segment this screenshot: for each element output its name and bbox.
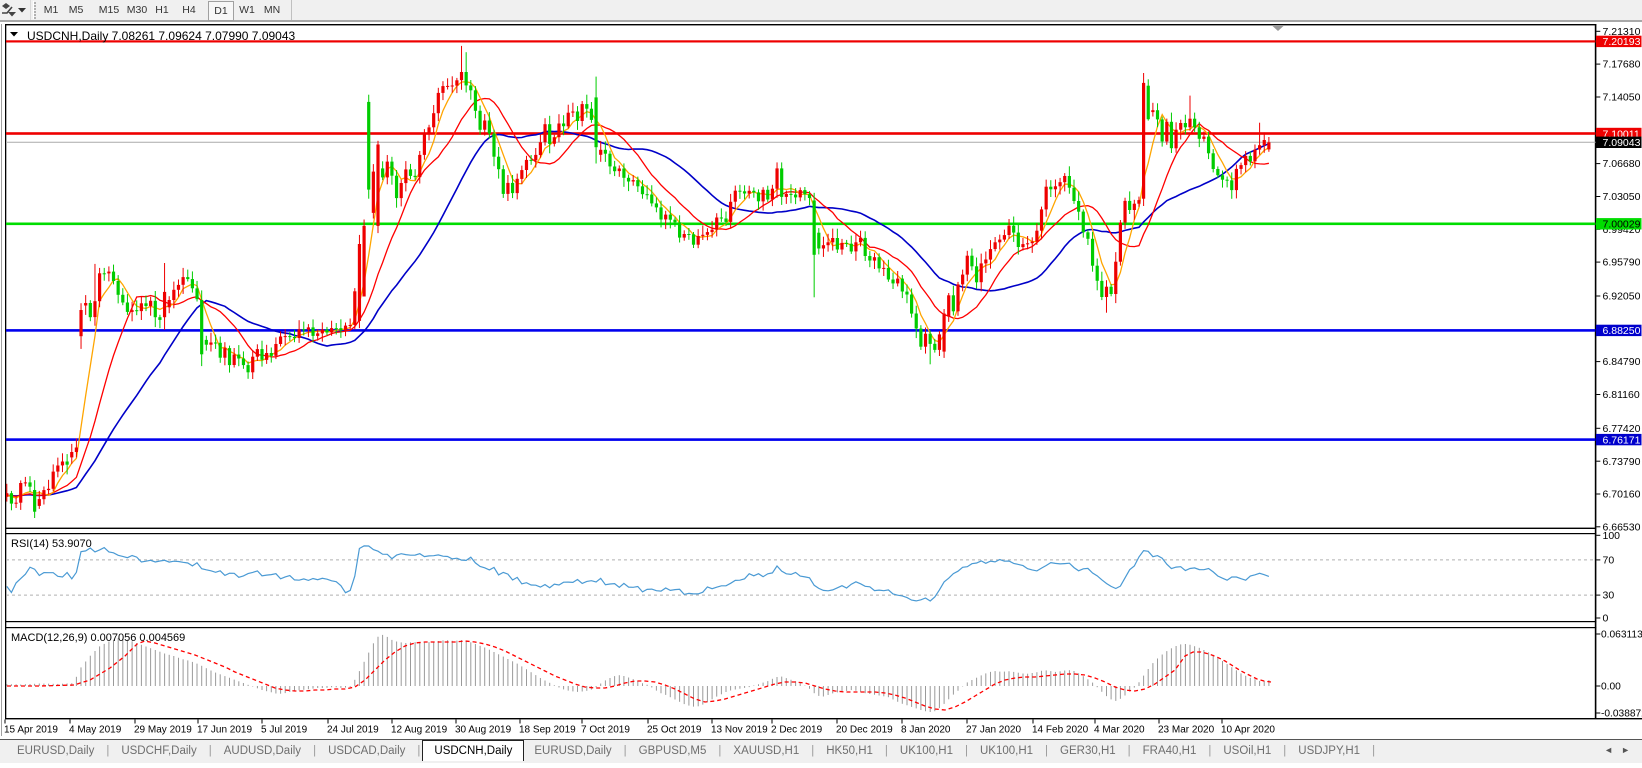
svg-text:7.00029: 7.00029 [1603, 219, 1641, 231]
svg-text:MACD(12,26,9) 0.007056 0.00456: MACD(12,26,9) 0.007056 0.004569 [11, 632, 185, 644]
svg-text:5 Jul 2019: 5 Jul 2019 [261, 725, 308, 736]
svg-text:25 Oct 2019: 25 Oct 2019 [647, 725, 702, 736]
svg-text:7.03050: 7.03050 [1603, 191, 1641, 203]
svg-text:-0.038872: -0.038872 [1601, 709, 1642, 720]
svg-text:27 Jan 2020: 27 Jan 2020 [966, 725, 1021, 736]
svg-text:17 Jun 2019: 17 Jun 2019 [197, 725, 252, 736]
svg-text:6.70160: 6.70160 [1603, 489, 1641, 501]
svg-text:2 Dec 2019: 2 Dec 2019 [771, 725, 823, 736]
svg-text:10 Apr 2020: 10 Apr 2020 [1221, 725, 1275, 736]
svg-text:7.17680: 7.17680 [1603, 59, 1641, 71]
svg-text:23 Mar 2020: 23 Mar 2020 [1158, 725, 1215, 736]
svg-text:13 Nov 2019: 13 Nov 2019 [711, 725, 768, 736]
svg-text:70: 70 [1603, 555, 1615, 567]
svg-text:7.14050: 7.14050 [1603, 92, 1641, 104]
svg-text:6.92050: 6.92050 [1603, 291, 1641, 303]
svg-text:100: 100 [1603, 530, 1621, 542]
svg-text:29 May 2019: 29 May 2019 [134, 725, 192, 736]
svg-text:30: 30 [1603, 590, 1615, 602]
svg-text:7.21310: 7.21310 [1603, 26, 1641, 38]
svg-text:0.00: 0.00 [1601, 682, 1621, 693]
svg-text:8 Jan 2020: 8 Jan 2020 [901, 725, 951, 736]
svg-text:4 May 2019: 4 May 2019 [69, 725, 122, 736]
svg-text:RSI(14) 53.9070: RSI(14) 53.9070 [11, 538, 92, 550]
svg-text:18 Sep 2019: 18 Sep 2019 [519, 725, 576, 736]
svg-text:6.84790: 6.84790 [1603, 356, 1641, 368]
svg-text:6.81160: 6.81160 [1603, 389, 1640, 401]
svg-text:0.063113: 0.063113 [1601, 630, 1642, 641]
svg-text:15 Apr 2019: 15 Apr 2019 [4, 725, 58, 736]
svg-text:6.76171: 6.76171 [1603, 434, 1641, 446]
svg-text:4 Mar 2020: 4 Mar 2020 [1094, 725, 1145, 736]
svg-text:7.20193: 7.20193 [1603, 36, 1641, 48]
svg-text:7 Oct 2019: 7 Oct 2019 [581, 725, 630, 736]
svg-text:12 Aug 2019: 12 Aug 2019 [391, 725, 448, 736]
svg-text:6.73790: 6.73790 [1603, 456, 1641, 468]
svg-text:7.06680: 7.06680 [1603, 158, 1641, 170]
svg-text:24 Jul 2019: 24 Jul 2019 [327, 725, 379, 736]
svg-text:7.09043: 7.09043 [1603, 137, 1641, 149]
svg-text:20 Dec 2019: 20 Dec 2019 [836, 725, 893, 736]
svg-text:0: 0 [1603, 613, 1609, 625]
svg-text:6.88250: 6.88250 [1603, 325, 1641, 337]
svg-text:6.77420: 6.77420 [1603, 423, 1641, 435]
svg-text:14 Feb 2020: 14 Feb 2020 [1032, 725, 1089, 736]
svg-text:6.95790: 6.95790 [1603, 257, 1641, 269]
svg-text:USDCNH,Daily 7.08261 7.09624: USDCNH,Daily 7.08261 7.09624 7.07990 7.0… [27, 29, 296, 43]
svg-text:6.66530: 6.66530 [1603, 521, 1641, 533]
svg-text:30 Aug 2019: 30 Aug 2019 [455, 725, 512, 736]
